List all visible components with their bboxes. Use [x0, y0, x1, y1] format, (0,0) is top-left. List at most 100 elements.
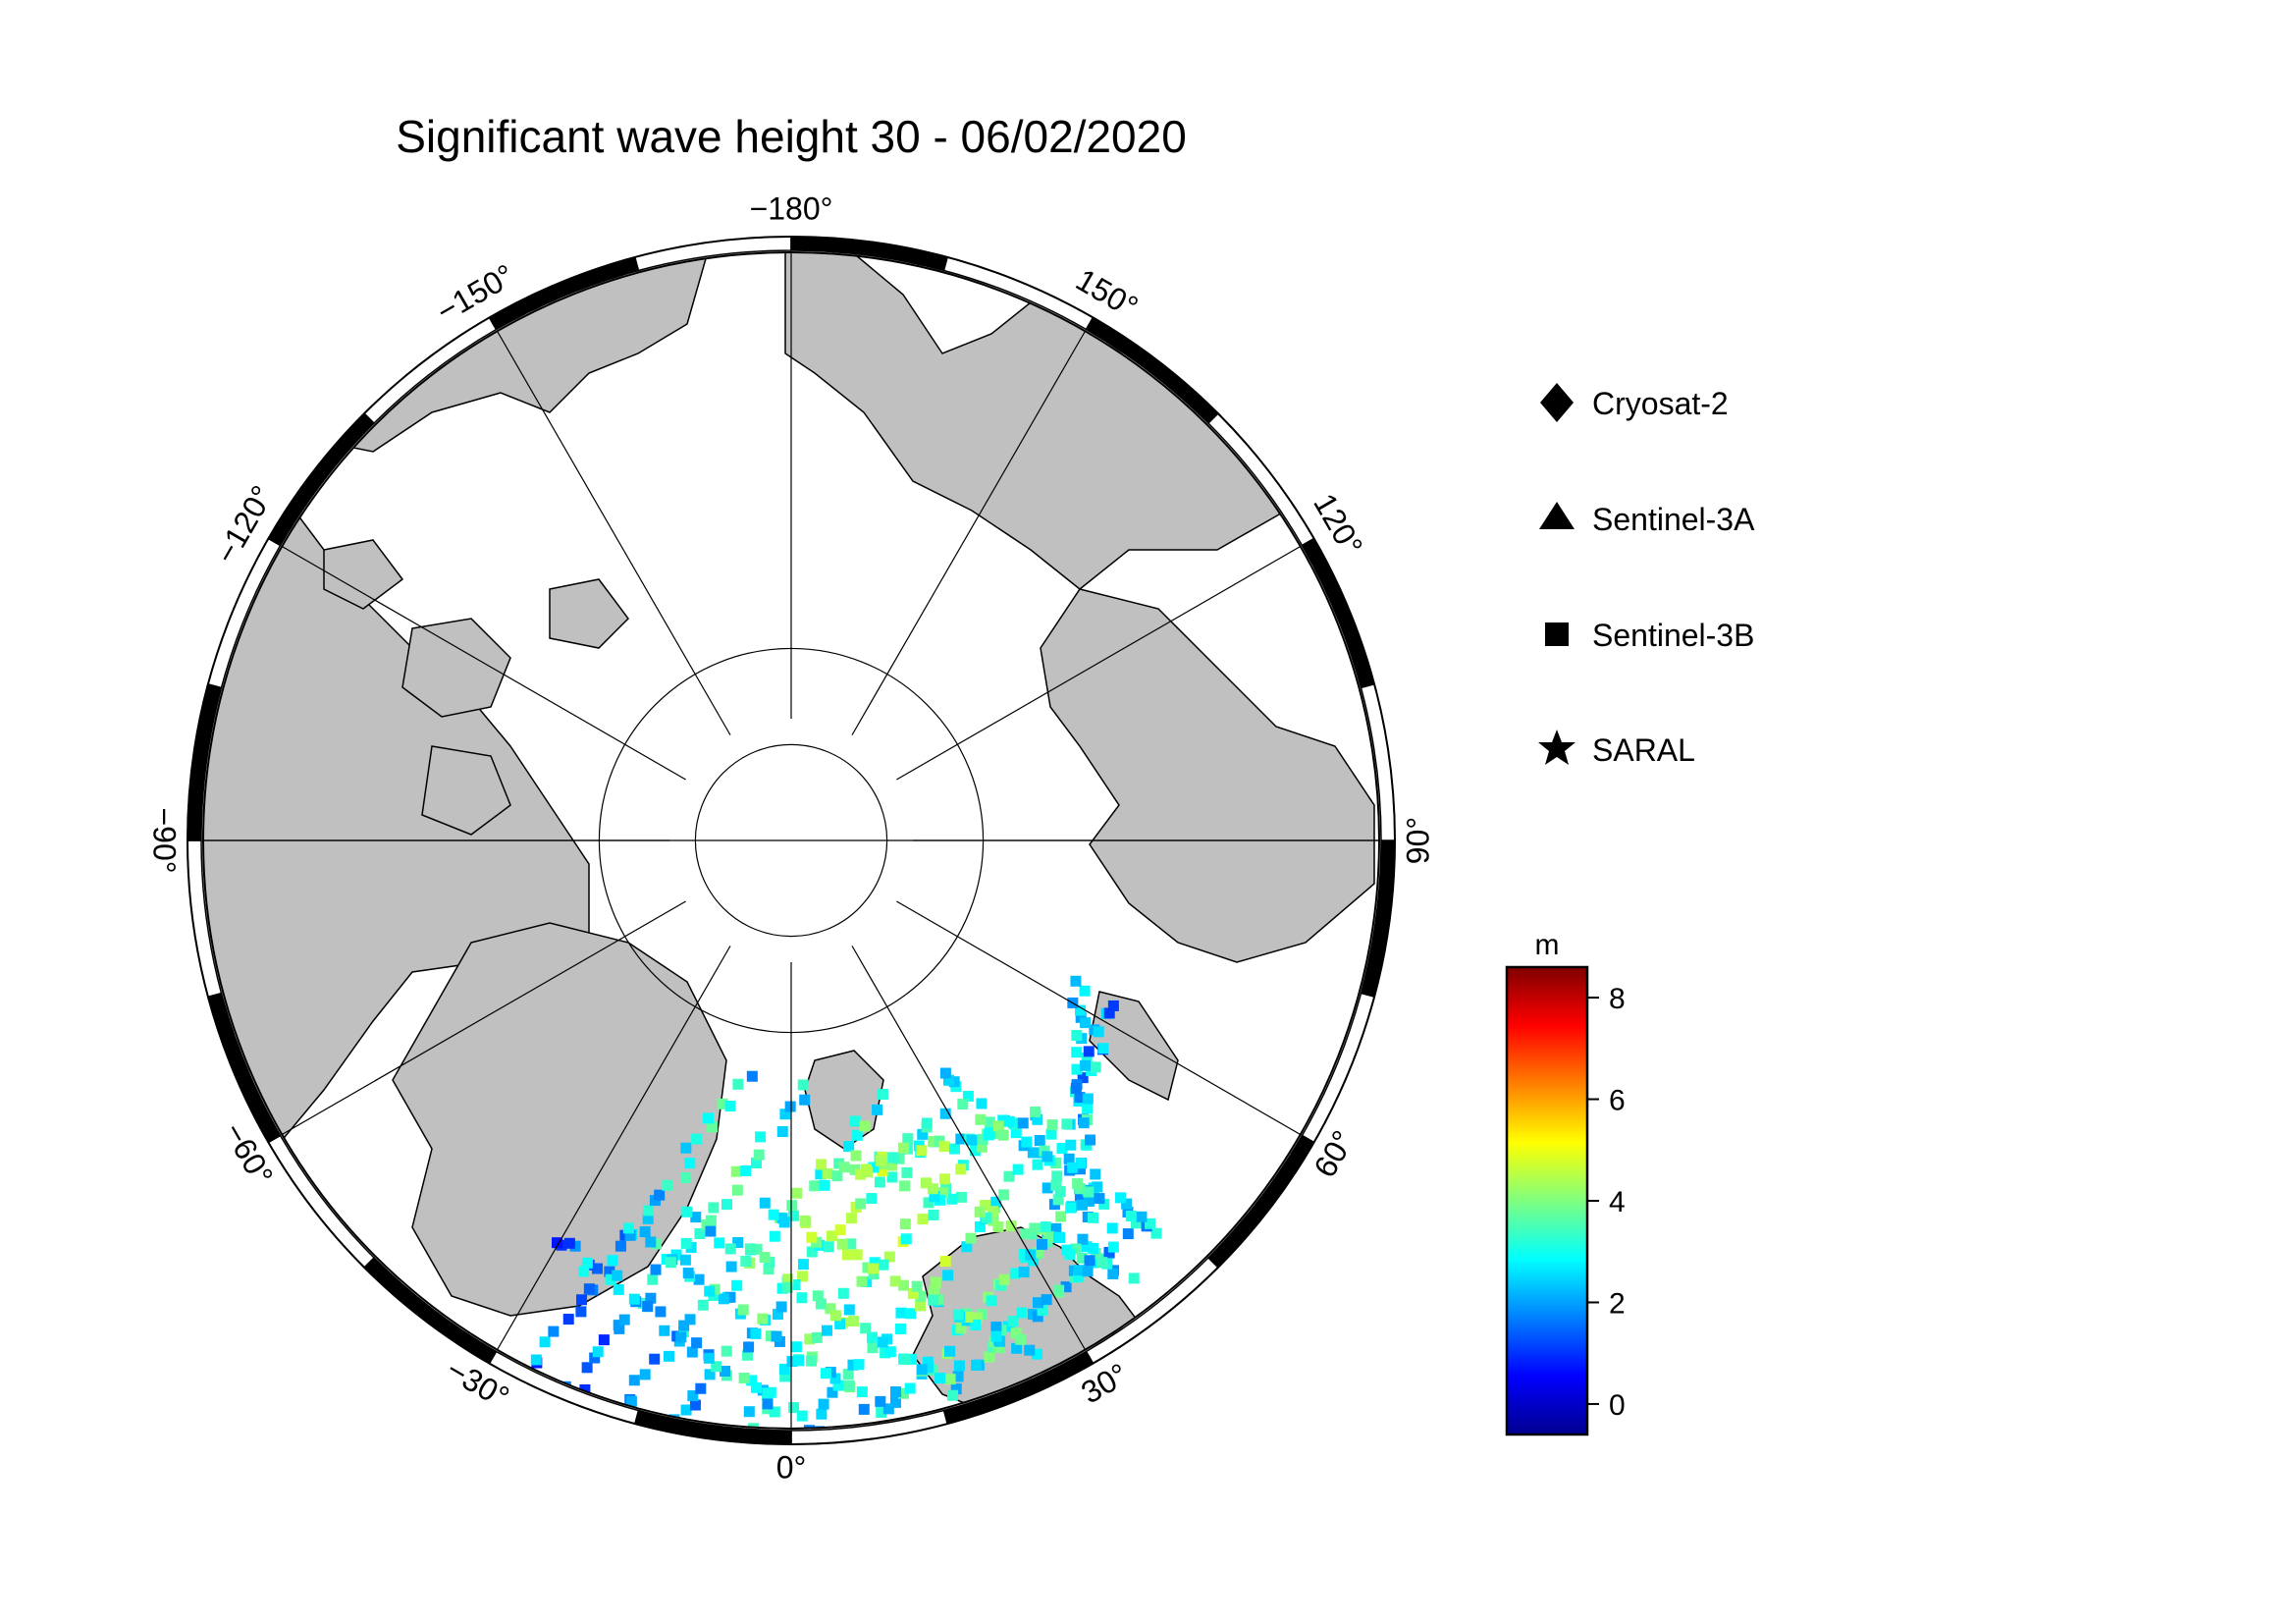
graticule — [203, 252, 1379, 1429]
swh-observation — [613, 1283, 624, 1295]
swh-observation — [1021, 1136, 1033, 1148]
swh-observation — [939, 1108, 951, 1119]
swh-observation — [642, 1301, 654, 1313]
swh-observation — [679, 1254, 691, 1266]
swh-observation — [782, 1273, 794, 1285]
swh-observation — [917, 1214, 929, 1225]
swh-observation — [1041, 1294, 1052, 1306]
swh-observation — [1087, 1212, 1098, 1223]
swh-observation — [869, 1257, 881, 1269]
swh-observation — [944, 1345, 956, 1357]
swh-observation — [530, 1354, 542, 1366]
swh-observation — [1125, 1211, 1137, 1222]
swh-observation — [1080, 1017, 1092, 1029]
swh-observation — [732, 1078, 744, 1090]
swh-observation — [929, 1285, 940, 1297]
swh-observation — [744, 1243, 756, 1255]
swh-observation — [884, 1346, 896, 1358]
swh-observation — [569, 1240, 581, 1252]
swh-observation — [816, 1408, 828, 1420]
swh-observation — [953, 1360, 965, 1372]
legend-label: SARAL — [1592, 732, 1695, 768]
swh-observation — [1024, 1344, 1036, 1356]
swh-observation — [724, 1243, 736, 1255]
swh-observation — [876, 1406, 887, 1418]
swh-observation — [984, 1351, 995, 1363]
swh-observation — [654, 1189, 666, 1201]
swh-observation — [1075, 1158, 1087, 1169]
swh-observation — [563, 1237, 575, 1249]
swh-observation — [1082, 1266, 1094, 1277]
swh-observation — [806, 1355, 818, 1367]
swh-observation — [970, 1319, 982, 1330]
swh-observation — [1065, 1139, 1077, 1151]
swh-observation — [730, 1165, 742, 1177]
swh-observation — [639, 1226, 651, 1238]
frame-outer-ring — [187, 236, 1396, 1445]
swh-observation — [769, 1406, 780, 1418]
meridian-line — [896, 545, 1302, 781]
swh-observation — [845, 1238, 857, 1250]
swh-observation — [721, 1199, 732, 1211]
swh-observation — [1067, 1162, 1079, 1173]
swh-observation — [1020, 1228, 1032, 1240]
swh-observation — [1081, 1241, 1093, 1253]
swh-observation — [628, 1293, 640, 1305]
swh-observation — [1107, 1268, 1119, 1279]
swh-observation — [1071, 1047, 1083, 1058]
diamond-icon — [1540, 383, 1574, 422]
swh-observation — [971, 1359, 983, 1371]
swh-observation — [921, 1117, 933, 1129]
swh-observation — [1070, 975, 1082, 987]
swh-observation — [1077, 1233, 1089, 1245]
swh-observation — [992, 1120, 1004, 1132]
swh-observation — [772, 1309, 783, 1321]
star-icon — [1538, 730, 1575, 765]
swh-observation — [995, 1279, 1007, 1291]
swh-observation — [955, 1133, 967, 1145]
swh-observation — [703, 1352, 715, 1364]
swh-observation — [788, 1210, 800, 1221]
swh-observation — [1054, 1185, 1066, 1197]
swh-observation — [625, 1395, 637, 1407]
swh-observation — [579, 1383, 591, 1395]
swh-observation — [1060, 1281, 1072, 1293]
swh-observation — [878, 1259, 889, 1271]
swh-observation — [928, 1209, 939, 1220]
swh-observation — [834, 1318, 846, 1329]
swh-observation — [797, 1271, 809, 1282]
swh-observation — [680, 1237, 692, 1249]
swh-observation — [875, 1395, 886, 1407]
swh-observation — [856, 1275, 868, 1287]
swh-observation — [966, 1134, 978, 1146]
swh-observation — [665, 1257, 676, 1269]
swh-observation — [934, 1135, 945, 1147]
swh-observation — [975, 1113, 987, 1125]
swh-observation — [750, 1158, 762, 1169]
swh-observation — [806, 1246, 818, 1258]
swh-observation — [834, 1224, 846, 1236]
swh-observation — [868, 1269, 880, 1280]
swh-observation — [1009, 1268, 1021, 1279]
swh-observation — [811, 1331, 823, 1343]
swh-observation — [980, 1200, 991, 1212]
swh-observation — [1122, 1228, 1134, 1240]
swh-observation — [1098, 1198, 1110, 1210]
swh-observation — [612, 1270, 623, 1281]
swh-observation — [860, 1163, 872, 1175]
swh-observation — [691, 1133, 703, 1145]
swh-observation — [942, 1074, 954, 1086]
colorbar-gradient — [1505, 965, 1589, 1436]
swh-observation — [859, 1120, 871, 1132]
swh-observation — [1019, 1248, 1031, 1260]
swh-observation — [1094, 1193, 1105, 1205]
swh-observation — [1080, 1059, 1092, 1071]
swh-observation — [898, 1387, 910, 1399]
swh-observation — [928, 1294, 939, 1306]
swh-observation — [1055, 1211, 1067, 1222]
swh-observation — [599, 1422, 611, 1429]
swh-observation — [1150, 1227, 1162, 1239]
swh-observation — [1010, 1327, 1022, 1339]
swh-observation — [990, 1330, 1002, 1342]
